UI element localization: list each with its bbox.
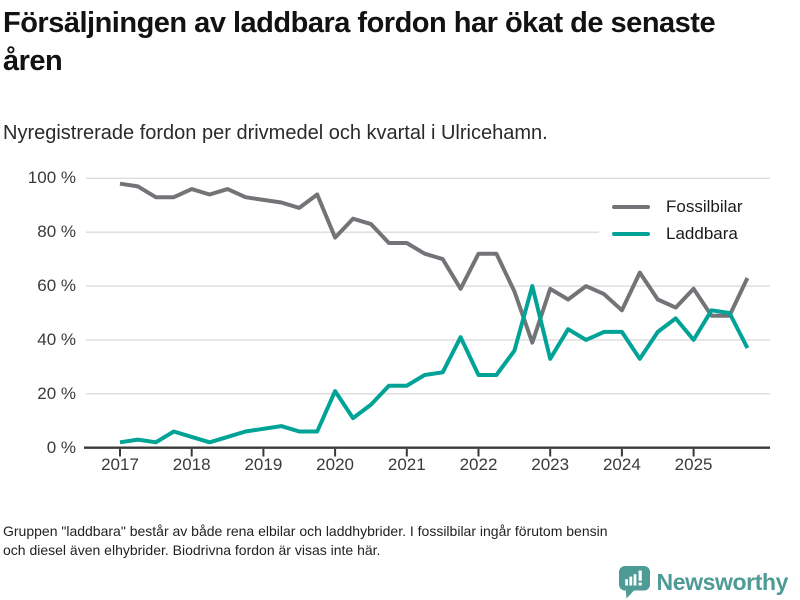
x-axis-label: 2021: [387, 455, 426, 474]
footnote: Gruppen "laddbara" består av både rena e…: [3, 522, 783, 561]
x-axis-label: 2018: [172, 455, 211, 474]
series-line-fossilbilar: [119, 181, 750, 345]
y-axis-label: 60 %: [37, 276, 76, 296]
legend: Fossilbilar Laddbara: [599, 192, 783, 249]
x-axis-label: 2023: [531, 455, 570, 474]
x-axis-label: 2024: [602, 455, 641, 474]
y-axis-label: 20 %: [37, 383, 76, 403]
legend-swatch-laddbara: [612, 231, 650, 236]
legend-label-laddbara: Laddbara: [666, 223, 738, 243]
legend-item-laddbara: Laddbara: [612, 221, 783, 246]
x-axis-label: 2022: [459, 455, 498, 474]
chart-subtitle: Nyregistrerade fordon per drivmedel och …: [3, 122, 548, 144]
y-axis-label: 0 %: [46, 437, 76, 457]
x-axis-label: 2017: [101, 455, 139, 474]
footnote-line-1: Gruppen "laddbara" består av både rena e…: [3, 523, 608, 539]
legend-swatch-fossilbilar: [612, 204, 650, 209]
legend-item-fossilbilar: Fossilbilar: [612, 194, 783, 219]
series-line-laddbara: [119, 284, 750, 445]
x-axis-label: 2020: [316, 455, 355, 474]
footnote-line-2: och diesel även elhybrider. Biodrivna fo…: [3, 542, 381, 559]
y-axis-label: 100 %: [27, 168, 76, 188]
y-axis-label: 80 %: [37, 222, 76, 242]
newsworthy-bubble-chart-icon: [618, 565, 650, 598]
x-axis-label: 2025: [674, 455, 713, 474]
legend-label-fossilbilar: Fossilbilar: [666, 196, 743, 216]
x-axis-label: 2019: [244, 455, 283, 474]
chart-title: Försäljningen av laddbara fordon har öka…: [3, 7, 716, 78]
brand-name: Newsworthy: [656, 568, 789, 595]
y-axis-label: 40 %: [37, 329, 76, 349]
newsworthy-logo: Newsworthy: [618, 565, 789, 599]
